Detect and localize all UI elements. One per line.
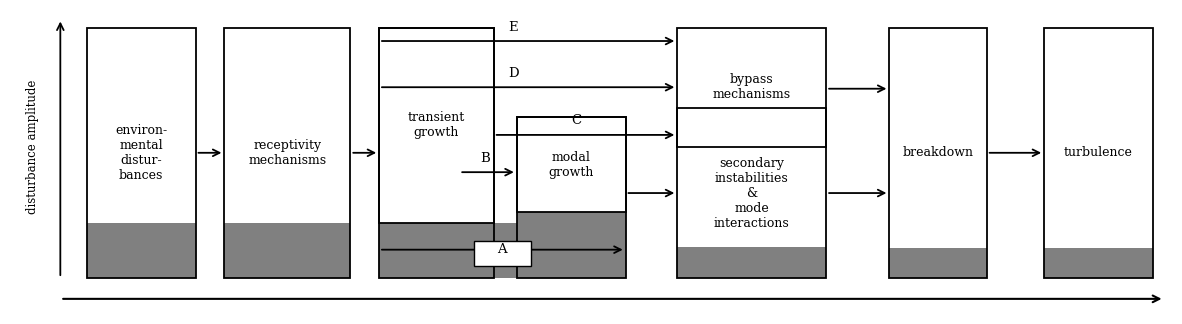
Bar bbox=[86, 223, 196, 278]
Bar bbox=[1044, 28, 1152, 278]
Text: bypass
mechanisms: bypass mechanisms bbox=[713, 73, 791, 101]
Bar bbox=[1044, 248, 1152, 278]
Bar bbox=[517, 117, 625, 212]
Bar bbox=[889, 28, 987, 278]
Text: A: A bbox=[498, 243, 507, 256]
Bar bbox=[379, 223, 625, 278]
Bar bbox=[379, 28, 494, 278]
Bar bbox=[677, 108, 826, 278]
Text: secondary
instabilities
&
mode
interactions: secondary instabilities & mode interacti… bbox=[714, 156, 790, 229]
Bar bbox=[474, 241, 531, 266]
Text: C: C bbox=[571, 114, 582, 127]
Bar bbox=[889, 248, 987, 278]
Bar bbox=[379, 28, 494, 223]
Text: breakdown: breakdown bbox=[903, 146, 974, 159]
Bar bbox=[225, 28, 350, 278]
Bar bbox=[86, 28, 196, 278]
Bar bbox=[517, 212, 625, 278]
Text: B: B bbox=[480, 152, 491, 165]
Text: receptivity
mechanisms: receptivity mechanisms bbox=[248, 139, 326, 167]
Text: E: E bbox=[508, 20, 518, 34]
Bar bbox=[677, 248, 826, 278]
Text: D: D bbox=[508, 67, 519, 80]
Text: modal
growth: modal growth bbox=[548, 151, 593, 179]
Bar bbox=[225, 223, 350, 278]
Bar bbox=[517, 117, 625, 278]
Text: turbulence: turbulence bbox=[1064, 146, 1134, 159]
Text: environ-
mental
distur-
bances: environ- mental distur- bances bbox=[115, 124, 167, 182]
Text: transient
growth: transient growth bbox=[408, 111, 465, 139]
Bar bbox=[379, 223, 494, 278]
Bar bbox=[677, 28, 826, 147]
Text: disturbance amplitude: disturbance amplitude bbox=[26, 80, 39, 214]
